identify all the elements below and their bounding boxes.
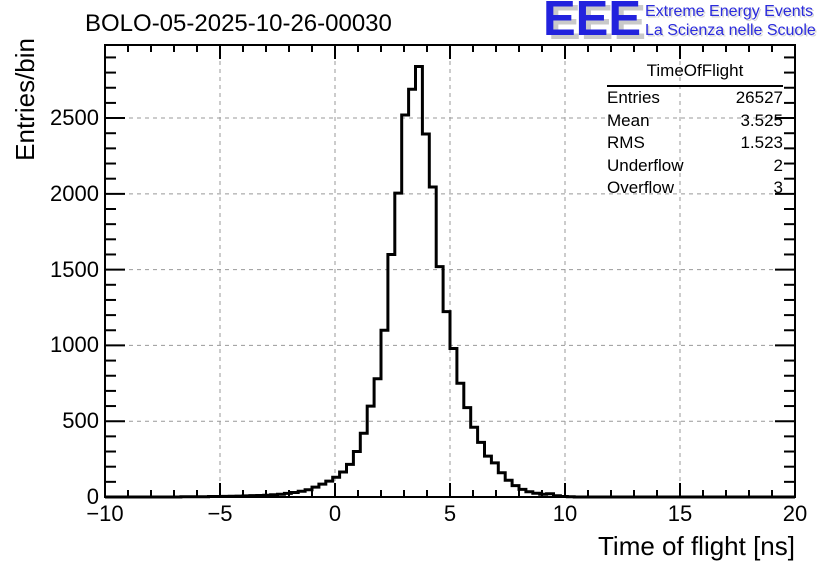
- eee-logo-letters: EEE: [543, 0, 642, 46]
- y-tick-label: 1000: [50, 332, 99, 358]
- x-tick-label: 5: [443, 501, 457, 526]
- stat-row: RMS 1.523: [607, 132, 783, 155]
- x-tick-label: 15: [667, 501, 693, 526]
- stat-label: RMS: [607, 133, 645, 153]
- eee-tagline-line2: La Scienza nelle Scuole: [645, 22, 816, 39]
- stat-label: Overflow: [607, 178, 675, 198]
- stat-value: 26527: [735, 88, 783, 108]
- y-tick-label: 500: [62, 408, 99, 434]
- y-tick-label: 0: [86, 484, 99, 509]
- y-axis-title: Entries/bin: [10, 38, 40, 161]
- stat-value: 3.525: [740, 110, 783, 130]
- stat-label: Underflow: [607, 155, 684, 175]
- stat-row: Overflow 3: [607, 177, 783, 200]
- stats-rows: Entries 26527 Mean 3.525 RMS 1.523 Underflow 2 O…: [607, 87, 783, 200]
- stat-row: Underflow 2: [607, 155, 783, 178]
- stats-box-title: TimeOfFlight: [607, 61, 783, 87]
- stats-box: TimeOfFlight Entries 26527 Mean 3.525 RMS 1.5…: [607, 61, 783, 200]
- x-tick-label: 10: [552, 501, 578, 526]
- x-tick-label: 0: [328, 501, 342, 526]
- stat-row: Entries 26527: [607, 87, 783, 110]
- eee-tagline-line1: Extreme Energy Events: [645, 3, 814, 20]
- x-tick-label: −5: [207, 501, 233, 526]
- x-axis-title: Time of flight [ns]: [598, 531, 795, 561]
- y-tick-label: 2500: [50, 105, 99, 131]
- x-tick-label: 20: [782, 501, 808, 526]
- stat-label: Entries: [607, 88, 660, 108]
- stat-row: Mean 3.525: [607, 110, 783, 133]
- y-tick-label: 2000: [50, 180, 99, 206]
- y-tick-label: 1500: [50, 256, 99, 282]
- stat-value: 3: [773, 178, 783, 198]
- page-title: BOLO-05-2025-10-26-00030: [85, 10, 392, 37]
- stat-value: 2: [773, 155, 783, 175]
- stat-label: Mean: [607, 110, 650, 130]
- stat-value: 1.523: [740, 133, 783, 153]
- eee-logo-tagline: Extreme Energy Events La Scienza nelle S…: [645, 2, 816, 40]
- histogram-step-line: [105, 65, 795, 499]
- x-tick-label: −10: [86, 501, 124, 526]
